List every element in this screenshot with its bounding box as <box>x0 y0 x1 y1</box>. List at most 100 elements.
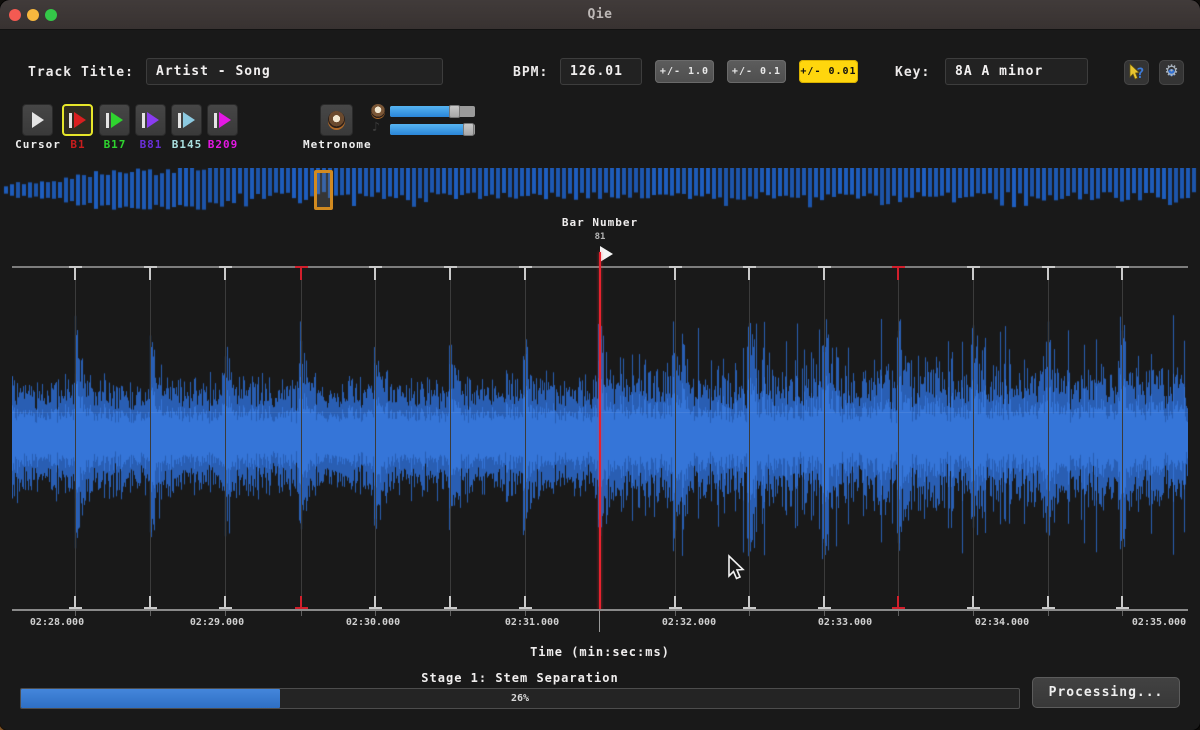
cue-bar-icon <box>106 113 109 128</box>
svg-text:?: ? <box>1136 66 1144 82</box>
bpm-label: BPM: <box>513 65 548 80</box>
bar-gridline <box>225 611 226 616</box>
time-tick-label: 02:33.000 <box>818 617 872 628</box>
gear-icon: ⚙ <box>1159 60 1184 85</box>
bar-gridline <box>525 611 526 616</box>
bar-number-value: 81 <box>0 232 1200 242</box>
playhead-flag-icon[interactable] <box>600 246 613 262</box>
transport-button-b81[interactable] <box>135 104 166 136</box>
bpm-stepper-0.1[interactable]: +/- 0.1 <box>727 60 786 83</box>
bpm-stepper-1.0[interactable]: +/- 1.0 <box>655 60 714 83</box>
bar-gridline <box>301 268 302 610</box>
track-title-input[interactable] <box>146 58 443 85</box>
bar-gridline <box>524 266 526 280</box>
bar-gridline <box>450 268 451 610</box>
metronome-volume-icon <box>371 104 385 118</box>
bar-gridline-red <box>897 266 899 280</box>
play-triangle-icon <box>183 112 195 128</box>
bar-gridline <box>675 268 676 610</box>
bar-gridline <box>149 266 151 280</box>
cue-bar-icon <box>178 113 181 128</box>
bpm-stepper-0.01[interactable]: +/- 0.01 <box>799 60 858 83</box>
transport-button-b17[interactable] <box>99 104 130 136</box>
bottom-axis-line <box>12 609 1188 611</box>
bar-number-label: Bar Number <box>0 216 1200 229</box>
bpm-input[interactable] <box>560 58 642 85</box>
bar-gridline <box>898 611 899 616</box>
play-triangle-icon <box>219 112 231 128</box>
bar-gridline <box>450 611 451 616</box>
time-tick-label: 02:31.000 <box>505 617 559 628</box>
cue-bar-icon <box>214 113 217 128</box>
bar-gridline <box>525 268 526 610</box>
metronome-label: Metronome <box>303 138 371 151</box>
bar-gridline <box>449 266 451 280</box>
app-window: Qie Track Title: BPM: +/- 1.0 +/- 0.1 +/… <box>0 0 1200 730</box>
metronome-volume-slider[interactable] <box>390 106 475 117</box>
bar-gridline-red <box>300 266 302 280</box>
bar-gridline <box>1048 611 1049 616</box>
bar-gridline <box>74 266 76 280</box>
bar-gridline <box>674 266 676 280</box>
playhead-line <box>599 252 601 610</box>
bar-gridline <box>972 266 974 280</box>
time-tick-label: 02:35.000 <box>1132 617 1186 628</box>
bar-gridline <box>823 266 825 280</box>
transport-button-b1[interactable] <box>62 104 93 136</box>
transport-button-b145[interactable] <box>171 104 202 136</box>
transport-button-cursor[interactable] <box>22 104 53 136</box>
stage-label: Stage 1: Stem Separation <box>20 671 1020 685</box>
time-axis-title: Time (min:sec:ms) <box>0 645 1200 659</box>
track-title-label: Track Title: <box>28 65 134 80</box>
play-triangle-icon <box>111 112 123 128</box>
bar-gridline <box>675 611 676 616</box>
bar-gridline <box>1047 266 1049 280</box>
slider-handle[interactable] <box>463 123 474 136</box>
slider-handle[interactable] <box>449 105 460 118</box>
overview-waveform[interactable] <box>0 168 1200 212</box>
bar-gridline <box>150 268 151 610</box>
bar-gridline <box>224 266 226 280</box>
bar-gridline <box>749 268 750 610</box>
help-button[interactable]: ? <box>1124 60 1149 85</box>
bar-gridline <box>898 268 899 610</box>
progress-percent: 26% <box>21 693 1019 704</box>
time-tick-label: 02:30.000 <box>346 617 400 628</box>
bar-gridline <box>75 268 76 610</box>
time-tick-label: 02:34.000 <box>975 617 1029 628</box>
key-label: Key: <box>895 65 930 80</box>
music-volume-icon: ♪ <box>372 120 380 135</box>
key-input[interactable] <box>945 58 1088 85</box>
time-tick-label: 02:28.000 <box>30 617 84 628</box>
music-volume-slider[interactable] <box>390 124 475 135</box>
playhead-tail <box>599 610 600 632</box>
cue-bar-icon <box>69 113 72 128</box>
slider-fill <box>390 106 451 117</box>
bar-gridline <box>1121 266 1123 280</box>
bar-gridline <box>1122 268 1123 610</box>
bar-gridline <box>824 611 825 616</box>
slider-fill <box>390 124 465 135</box>
transport-button-b209[interactable] <box>207 104 238 136</box>
time-tick-label: 02:29.000 <box>190 617 244 628</box>
title-bar[interactable]: Qie <box>0 0 1200 30</box>
bar-gridline <box>301 611 302 616</box>
progress-bar: 26% <box>20 688 1020 709</box>
metronome-icon <box>328 111 345 128</box>
bar-gridline <box>75 611 76 616</box>
view-region-box[interactable] <box>314 170 333 210</box>
play-triangle-icon <box>74 112 86 128</box>
settings-button[interactable]: ⚙ <box>1159 60 1184 85</box>
bar-gridline <box>748 266 750 280</box>
metronome-toggle-button[interactable] <box>320 104 353 136</box>
bar-gridline <box>225 268 226 610</box>
cue-bar-icon <box>142 113 145 128</box>
bar-gridline <box>1048 268 1049 610</box>
time-tick-label: 02:32.000 <box>662 617 716 628</box>
bar-gridline <box>374 266 376 280</box>
play-triangle-icon <box>147 112 159 128</box>
bar-gridline <box>375 268 376 610</box>
processing-button[interactable]: Processing... <box>1032 677 1180 708</box>
play-triangle-icon <box>32 112 44 128</box>
bar-gridline <box>150 611 151 616</box>
